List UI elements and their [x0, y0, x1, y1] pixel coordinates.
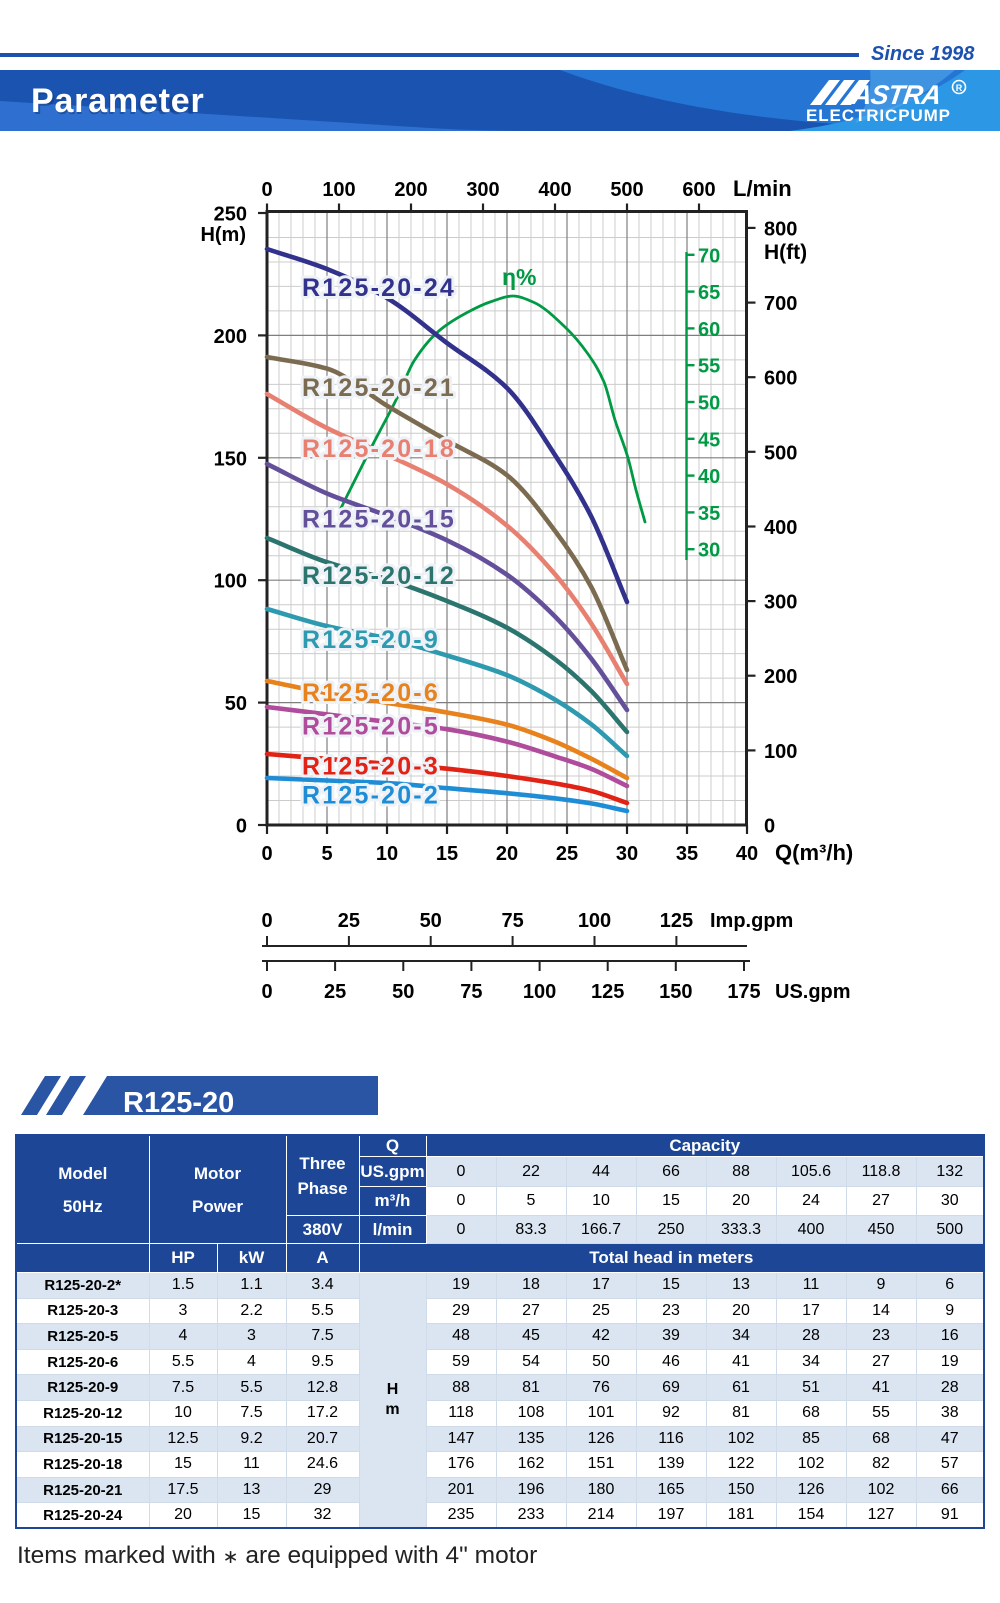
- svg-text:H(ft): H(ft): [764, 241, 807, 264]
- svg-text:60: 60: [698, 319, 720, 341]
- svg-text:75: 75: [460, 981, 482, 1003]
- svg-text:200: 200: [394, 179, 427, 201]
- svg-text:70: 70: [698, 245, 720, 267]
- svg-text:η%: η%: [502, 264, 537, 290]
- svg-text:25: 25: [324, 981, 346, 1003]
- svg-text:35: 35: [698, 503, 720, 525]
- svg-text:125: 125: [591, 981, 624, 1003]
- svg-text:175: 175: [727, 981, 760, 1003]
- svg-text:5: 5: [321, 843, 332, 865]
- svg-text:R125-20-9: R125-20-9: [302, 626, 440, 654]
- svg-text:300: 300: [466, 179, 499, 201]
- svg-text:R125-20-2: R125-20-2: [302, 782, 440, 810]
- svg-text:0: 0: [261, 910, 272, 932]
- svg-text:15: 15: [436, 843, 458, 865]
- svg-text:L/min: L/min: [733, 176, 792, 201]
- svg-text:700: 700: [764, 293, 797, 315]
- svg-text:125: 125: [660, 910, 693, 932]
- svg-text:0: 0: [261, 179, 272, 201]
- svg-text:20: 20: [496, 843, 518, 865]
- svg-text:150: 150: [214, 448, 247, 470]
- svg-text:100: 100: [523, 981, 556, 1003]
- svg-text:150: 150: [659, 981, 692, 1003]
- svg-text:50: 50: [392, 981, 414, 1003]
- svg-text:R: R: [956, 83, 963, 93]
- svg-text:40: 40: [736, 843, 758, 865]
- svg-text:0: 0: [236, 816, 247, 838]
- svg-text:500: 500: [610, 179, 643, 201]
- svg-text:30: 30: [698, 540, 720, 562]
- svg-text:0: 0: [261, 981, 272, 1003]
- svg-text:75: 75: [501, 910, 523, 932]
- svg-text:40: 40: [698, 466, 720, 488]
- svg-text:65: 65: [698, 282, 720, 304]
- svg-text:R125-20-5: R125-20-5: [302, 713, 440, 741]
- svg-text:45: 45: [698, 429, 720, 451]
- svg-text:H(m): H(m): [200, 224, 246, 246]
- svg-text:R125-20-12: R125-20-12: [302, 562, 456, 590]
- svg-text:50: 50: [225, 693, 247, 715]
- svg-text:50: 50: [698, 393, 720, 415]
- svg-text:600: 600: [764, 368, 797, 390]
- svg-text:300: 300: [764, 592, 797, 614]
- svg-text:50: 50: [420, 910, 442, 932]
- svg-text:35: 35: [676, 843, 698, 865]
- svg-text:25: 25: [556, 843, 578, 865]
- svg-text:400: 400: [764, 517, 797, 539]
- svg-text:Q(m³/h): Q(m³/h): [775, 840, 853, 865]
- svg-text:100: 100: [764, 741, 797, 763]
- svg-text:R125-20-24: R125-20-24: [302, 274, 456, 302]
- svg-text:0: 0: [261, 843, 272, 865]
- svg-text:Parameter: Parameter: [31, 82, 205, 120]
- svg-text:R125-20-15: R125-20-15: [302, 506, 456, 534]
- svg-text:250: 250: [214, 204, 247, 226]
- svg-text:R125-20-3: R125-20-3: [302, 753, 440, 781]
- svg-text:ELECTRICPUMP: ELECTRICPUMP: [806, 106, 951, 125]
- svg-text:ASTRA: ASTRA: [849, 79, 942, 110]
- svg-text:500: 500: [764, 442, 797, 464]
- svg-text:100: 100: [578, 910, 611, 932]
- svg-text:400: 400: [538, 179, 571, 201]
- svg-text:Imp.gpm: Imp.gpm: [710, 910, 793, 932]
- svg-text:200: 200: [214, 326, 247, 348]
- svg-text:25: 25: [338, 910, 360, 932]
- svg-text:800: 800: [764, 218, 797, 240]
- svg-text:10: 10: [376, 843, 398, 865]
- svg-text:US.gpm: US.gpm: [775, 981, 851, 1003]
- svg-text:30: 30: [616, 843, 638, 865]
- svg-text:R125-20-18: R125-20-18: [302, 435, 456, 463]
- svg-text:0: 0: [764, 816, 775, 838]
- svg-text:200: 200: [764, 666, 797, 688]
- svg-text:R125-20-21: R125-20-21: [302, 374, 456, 402]
- svg-text:R125-20: R125-20: [123, 1087, 234, 1116]
- svg-text:600: 600: [682, 179, 715, 201]
- svg-text:100: 100: [214, 571, 247, 593]
- svg-text:55: 55: [698, 356, 720, 378]
- svg-text:Parameter: Parameter: [33, 84, 199, 122]
- svg-text:R125-20-6: R125-20-6: [302, 679, 440, 707]
- svg-text:100: 100: [322, 179, 355, 201]
